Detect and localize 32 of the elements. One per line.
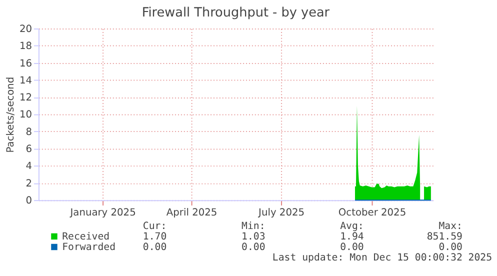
y-tick-label: 20 xyxy=(20,24,32,35)
text: 851.59 xyxy=(426,231,463,242)
y-tick-label: 18 xyxy=(20,41,32,52)
y-tick-label: 8 xyxy=(26,126,32,138)
chart-title: Firewall Throughput - by year xyxy=(142,6,330,21)
legend-label: Received xyxy=(62,231,110,242)
text: 0.00 xyxy=(242,242,266,253)
y-tick-label: 0 xyxy=(26,196,32,207)
y-axis-title: Packets/second xyxy=(6,76,17,153)
text: Last update: Mon Dec 15 00:00:32 2025 xyxy=(272,252,492,264)
text: Avg: xyxy=(340,220,364,232)
text: 1.94 xyxy=(340,231,364,242)
x-tick-label: July 2025 xyxy=(258,207,305,218)
text: 0.00 xyxy=(438,242,463,253)
y-tick-label: 16 xyxy=(20,58,32,70)
text: 1.70 xyxy=(142,231,167,242)
y-tick-label: 12 xyxy=(20,92,32,104)
y-tick-label: 14 xyxy=(20,75,32,86)
y-tick-label: 10 xyxy=(20,110,32,121)
x-tick-label: October 2025 xyxy=(338,207,406,218)
text: 1.03 xyxy=(242,231,266,242)
text: Cur: xyxy=(142,220,167,232)
y-tick-label: 2 xyxy=(26,178,32,190)
legend-label: Forwarded xyxy=(62,242,116,253)
text: Min: xyxy=(242,220,266,232)
text: 0.00 xyxy=(340,242,364,253)
x-tick-label: April 2025 xyxy=(166,207,218,218)
text: 0.00 xyxy=(142,242,167,253)
y-tick-label: 6 xyxy=(26,144,32,156)
text: Max: xyxy=(438,220,462,232)
x-tick-label: January 2025 xyxy=(69,207,136,218)
y-tick-label: 4 xyxy=(26,161,32,172)
